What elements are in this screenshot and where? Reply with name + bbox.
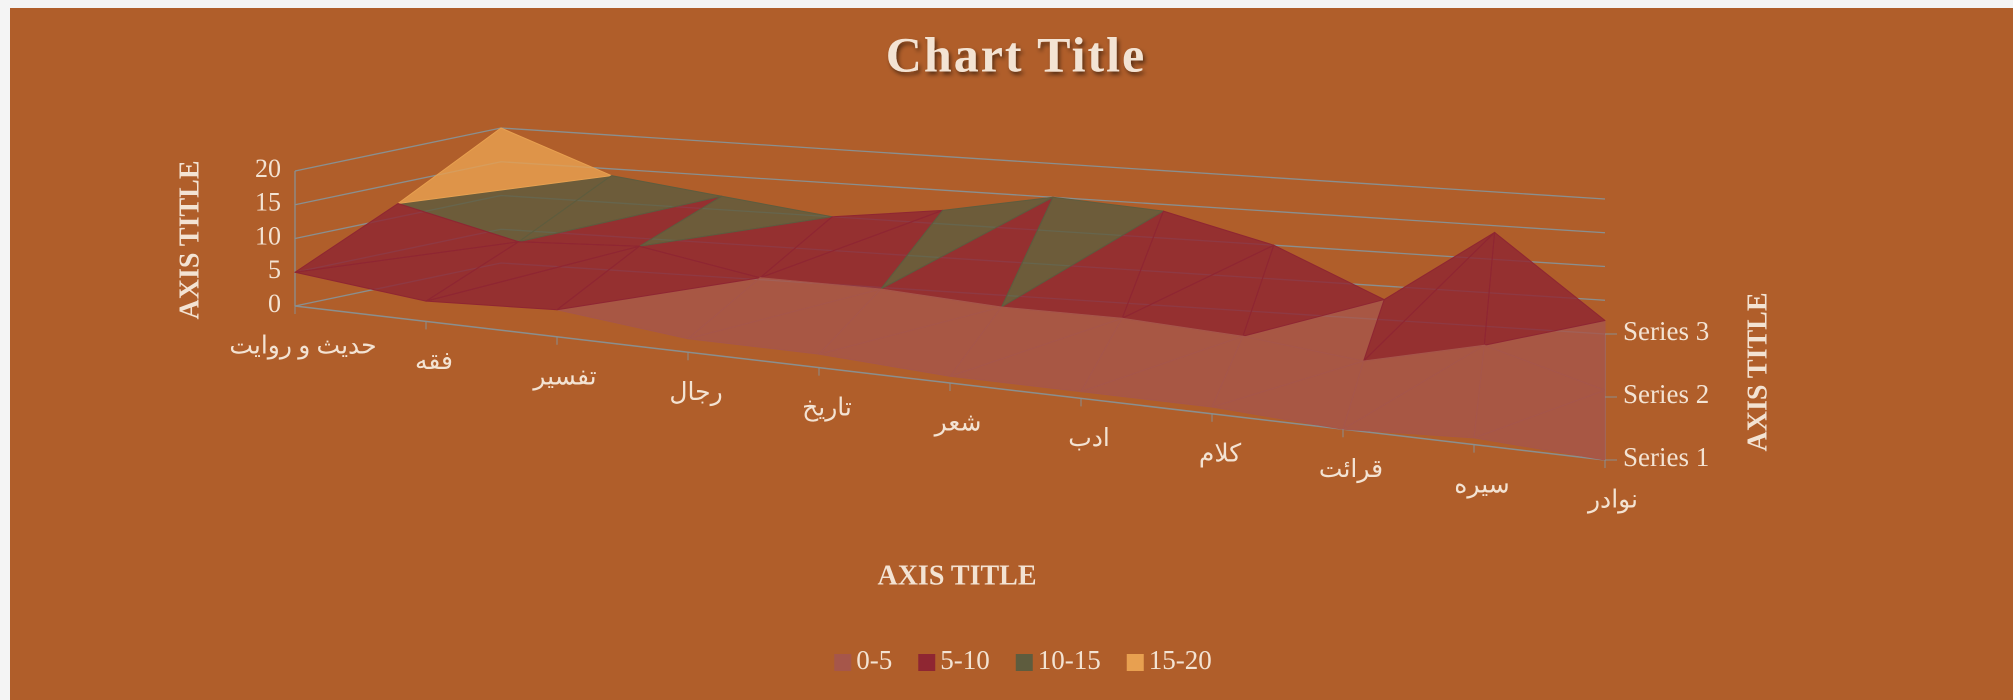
surface-patch bbox=[638, 195, 833, 247]
chart-title: Chart Title bbox=[886, 26, 1146, 82]
surface-patch bbox=[1483, 231, 1606, 346]
legend-label: 0-5 bbox=[856, 645, 892, 675]
legend-swatch bbox=[1015, 654, 1033, 671]
x-tick-label: تاریخ bbox=[802, 394, 852, 422]
surface-patch bbox=[425, 241, 640, 302]
y-axis-title: AXIS TITLE bbox=[174, 160, 205, 319]
x-tick-label: رجال bbox=[669, 379, 722, 407]
surface-patch bbox=[1242, 244, 1385, 337]
x-tick-label: تفسیر bbox=[531, 364, 596, 392]
legend-swatch bbox=[1126, 654, 1144, 671]
y-tick-label: 0 bbox=[268, 289, 281, 318]
y-tick-label: 10 bbox=[255, 221, 281, 250]
y-tick-label: 15 bbox=[255, 188, 281, 217]
surface-patch bbox=[1473, 344, 1606, 439]
legend-label: 5-10 bbox=[940, 645, 990, 675]
surface-patch bbox=[1211, 335, 1365, 408]
surface-patch bbox=[294, 203, 520, 273]
surface-patch bbox=[556, 245, 761, 311]
legend-label: 10-15 bbox=[1038, 645, 1101, 675]
surface-patch bbox=[1001, 196, 1164, 308]
x-tick-label: فقه bbox=[415, 348, 453, 375]
legend: 0-5 5-10 10-15 15-20 bbox=[834, 645, 1212, 675]
surface-patch bbox=[880, 196, 1054, 290]
x-tick-label: قرائت bbox=[1319, 456, 1383, 484]
surface-patch bbox=[1121, 210, 1275, 319]
depth-tick-label: Series 2 bbox=[1623, 379, 1709, 409]
legend-label: 15-20 bbox=[1149, 645, 1212, 675]
y-tick-label: 5 bbox=[268, 255, 281, 284]
surface-patch bbox=[687, 277, 882, 340]
surface-patch bbox=[949, 306, 1123, 377]
x-tick-label: سیره bbox=[1454, 471, 1509, 499]
surface-patch bbox=[1080, 317, 1244, 393]
depth-tick-label: Series 1 bbox=[1623, 442, 1709, 472]
legend-swatch bbox=[834, 654, 852, 671]
surface bbox=[294, 127, 1606, 461]
surface-patch bbox=[759, 209, 944, 279]
surface-patch bbox=[397, 127, 612, 204]
x-axis-title: AXIS TITLE bbox=[877, 560, 1036, 591]
x-tick-label: حدیث و روایت bbox=[229, 333, 376, 361]
legend-swatch bbox=[918, 654, 936, 671]
surface-patch bbox=[1342, 344, 1485, 430]
depth-axis-title: AXIS TITLE bbox=[1742, 292, 1773, 451]
x-tick-label: شعر bbox=[933, 410, 982, 438]
surface-patch bbox=[518, 175, 723, 243]
x-tick-label: کلام bbox=[1199, 441, 1241, 468]
surface-patch bbox=[818, 288, 1002, 355]
depth-tick-label: Series 3 bbox=[1623, 316, 1709, 346]
surface-patch bbox=[1363, 231, 1496, 362]
y-tick-label: 20 bbox=[255, 154, 281, 183]
x-tick-label: نوادر bbox=[1586, 487, 1638, 515]
x-tick-label: ادب bbox=[1068, 425, 1110, 452]
